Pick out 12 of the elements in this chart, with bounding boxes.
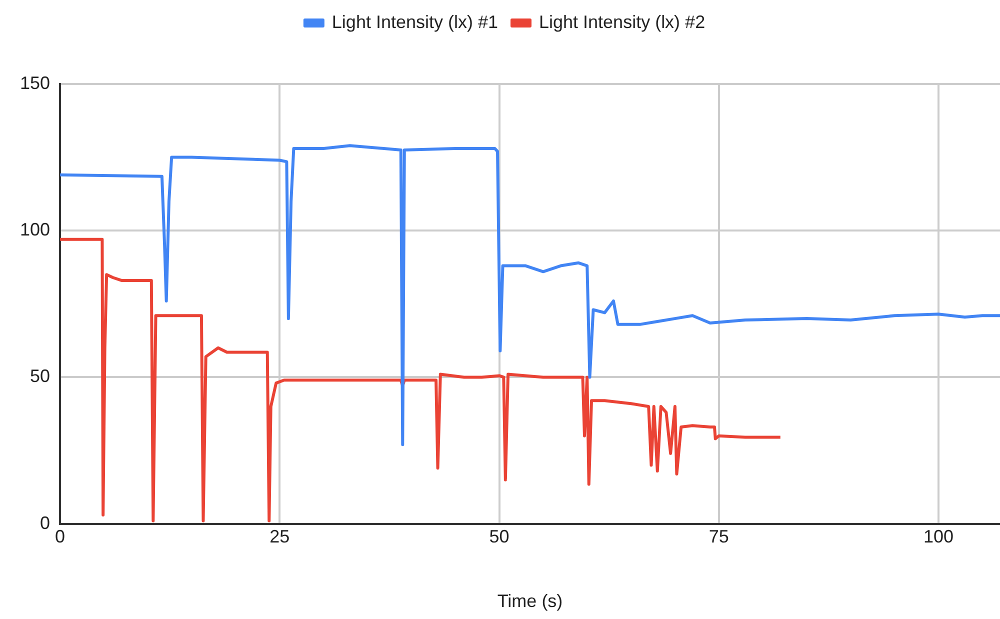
x-tick-label: 50: [489, 526, 510, 547]
legend-label: Light Intensity (lx) #2: [539, 12, 706, 32]
x-tick-label: 75: [708, 526, 729, 547]
x-tick-label: 0: [55, 526, 66, 547]
legend-label: Light Intensity (lx) #1: [332, 12, 498, 32]
y-tick-label: 150: [20, 72, 50, 93]
x-axis-title: Time (s): [497, 591, 563, 612]
x-tick-label: 25: [270, 526, 290, 547]
y-tick-label: 100: [20, 220, 50, 240]
y-tick-label: 50: [30, 366, 50, 386]
y-tick-label: 0: [40, 512, 50, 533]
x-tick-label: 100: [923, 526, 954, 547]
